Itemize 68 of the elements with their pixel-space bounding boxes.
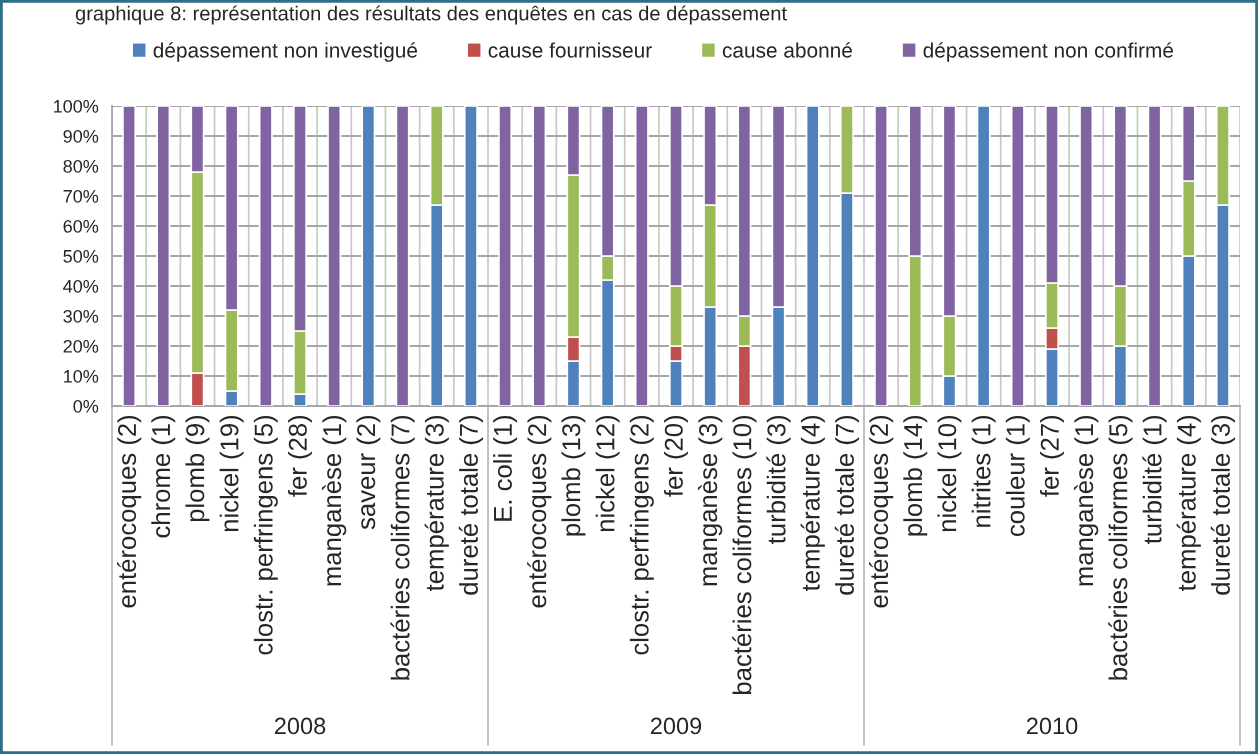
bar: [1010, 106, 1025, 406]
x-tick-label: chrome (1): [151, 415, 176, 538]
y-tick-label: 100%: [54, 99, 99, 113]
x-tick-label: bactéries coliformes (7): [390, 415, 415, 680]
text: 2008: [274, 717, 326, 735]
x-tick-label: nitrites (1): [971, 415, 996, 527]
y-tick-label: 10%: [64, 369, 99, 383]
x-tick-label: fer (28): [288, 415, 312, 497]
x-tick-label: température (4): [1176, 415, 1201, 591]
x-tick-label: clostr. perfringens (5): [253, 415, 278, 655]
x-tick-label: dureté totale (7): [458, 415, 484, 595]
bar: [532, 106, 547, 406]
bar: [463, 106, 478, 406]
legend-label: cause fournisseur: [488, 42, 652, 58]
x-tick-label: entérocoques (2): [527, 415, 552, 608]
x-tick-label: température (4): [800, 415, 825, 591]
x-tick-label: nickel (12): [595, 415, 620, 532]
y-tick-label: 80%: [63, 159, 99, 173]
y-tick-label: 70%: [63, 189, 99, 203]
x-tick-label: clostr. perfringens (2): [629, 415, 654, 655]
x-tick-label: couleur (1): [1005, 415, 1030, 537]
bar: [634, 106, 649, 406]
y-tick-label: 60%: [63, 219, 99, 233]
x-tick-label: bactéries coliformes (5): [1108, 415, 1133, 680]
x-tick-label: manganèse (3): [698, 415, 723, 586]
bar: [258, 106, 273, 406]
bar: [874, 106, 889, 406]
x-tick-label: turbidité (1): [1142, 415, 1167, 544]
x-tick-label: dureté totale (3): [1210, 415, 1236, 595]
legend-label: dépassement non confirmé: [923, 42, 1174, 62]
x-tick-label: nickel (19): [219, 415, 244, 532]
x-tick-label: plomb (13): [561, 415, 586, 536]
x-tick-label: turbidité (3): [766, 415, 791, 544]
text: 2010: [1026, 717, 1078, 735]
bar: [976, 106, 991, 406]
y-tick-label: 0%: [73, 399, 99, 413]
legend-label: dépassement non investigué: [153, 42, 418, 62]
legend-label: cause abonné: [722, 42, 852, 58]
y-tick-label: 50%: [63, 249, 99, 263]
x-tick-label: température (3): [424, 415, 449, 591]
bar: [395, 106, 410, 406]
x-tick-label: manganèse (1): [322, 415, 347, 586]
x-tick-label: plomb (9): [185, 415, 210, 522]
x-tick-label: dureté totale (7): [834, 415, 860, 595]
bar: [122, 106, 137, 406]
y-tick-label: 20%: [63, 339, 99, 353]
x-tick-label: fer (20): [664, 415, 688, 497]
x-tick-label: manganèse (1): [1074, 415, 1099, 586]
x-tick-label: entérocoques (2): [116, 415, 142, 608]
x-tick-label: saveur (2): [356, 415, 381, 530]
x-tick-label: E. coli (1): [493, 415, 518, 521]
bar: [805, 106, 820, 406]
x-tick-label: entérocoques (2): [868, 415, 894, 608]
x-tick-label: nickel (10): [937, 415, 962, 532]
chart-title: graphique 8: représentation des résultats des enquêtes en cas de dépassement: [75, 5, 787, 25]
x-tick-label: fer (27): [1040, 415, 1064, 497]
bar: [327, 106, 342, 406]
bar: [498, 106, 513, 406]
bar: [361, 106, 376, 406]
x-tick-label: plomb (14): [903, 415, 928, 536]
x-tick-label: bactéries coliformes (10): [732, 415, 757, 694]
text: 2009: [650, 717, 702, 735]
bar: [1079, 106, 1094, 406]
y-tick-label: 40%: [63, 279, 99, 293]
bar: [1147, 106, 1162, 406]
y-tick-label: 90%: [63, 129, 99, 143]
bar: [156, 106, 171, 406]
y-tick-label: 30%: [63, 309, 99, 323]
